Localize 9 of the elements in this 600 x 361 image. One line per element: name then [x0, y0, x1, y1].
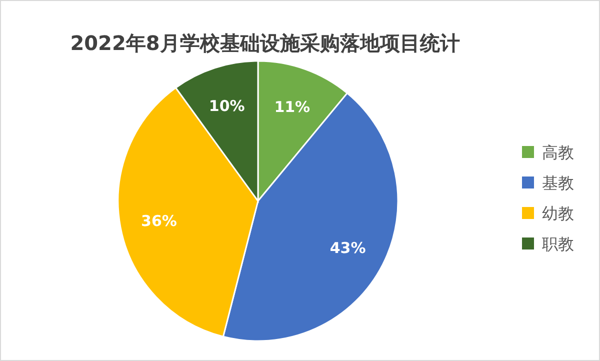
data-label: 11%: [274, 98, 310, 116]
chart-title: 2022年8月学校基础设施采购落地项目统计: [70, 31, 460, 55]
legend-label: 幼教: [542, 204, 574, 223]
legend-label: 职教: [542, 234, 574, 254]
legend-label: 高教: [542, 143, 574, 162]
legend-label: 基教: [542, 174, 574, 192]
data-label: 10%: [208, 97, 245, 116]
data-label: 43%: [330, 238, 366, 257]
data-label: 36%: [141, 212, 177, 230]
